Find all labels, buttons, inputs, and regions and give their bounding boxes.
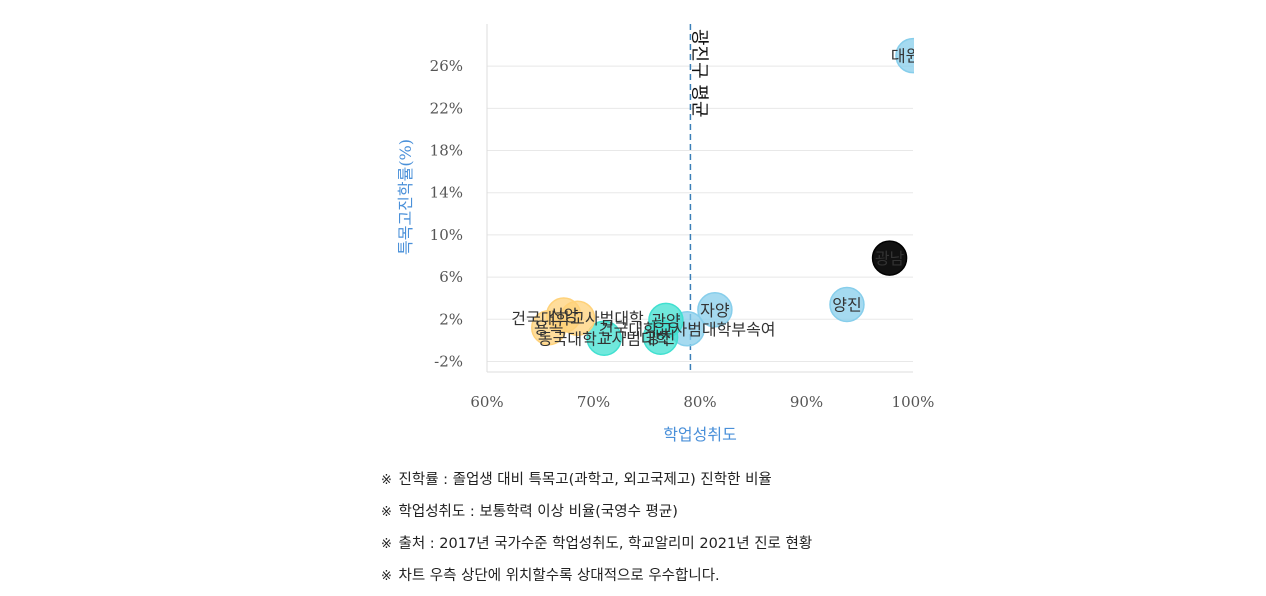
y-tick-label: 6% [439, 268, 463, 286]
footnote-rate: ※ 진학률 : 졸업생 대비 특목고(과학고, 외고국제고) 진학한 비율 [381, 468, 1081, 500]
note-mark: ※ [381, 569, 392, 584]
bubble [829, 286, 865, 323]
axes [486, 24, 913, 373]
bubble [642, 319, 679, 355]
bubble-label: 건국대학교사범대학 [511, 309, 644, 328]
bubble-chart: -2%2%6%10%14%18%22%26% 60% 70% 80% 90% 100% … [396, 24, 935, 444]
y-axis-ticks: -2% 2% 6% 10% 14% 18% 22% 26% [430, 57, 463, 370]
footnote-text: 출처 : 2017년 국가수준 학업성취도, 학교알리미 2021년 진로 현황 [398, 536, 813, 552]
note-mark: ※ [381, 505, 392, 520]
bubble-label: 광진 [646, 328, 675, 347]
bubble-label: 양진 [832, 296, 861, 315]
bubble-label: 건국대학교사범대학부속여 [599, 320, 776, 339]
note-mark: ※ [381, 537, 392, 552]
bubble [871, 240, 908, 276]
x-tick-label: 60% [470, 393, 503, 411]
x-axis-ticks: 60% 70% 80% 90% 100% [470, 393, 934, 411]
y-tick-label: 2% [439, 310, 463, 328]
x-tick-label: 90% [790, 393, 823, 411]
bubble-label: 신양 [549, 306, 579, 325]
x-tick-label: 70% [577, 393, 610, 411]
y-tick-label: 22% [430, 99, 463, 117]
bubbles [531, 37, 914, 357]
bubble-label: 광남 [875, 249, 905, 268]
bubble-label: 동국대학교사범대학 [538, 329, 671, 348]
bubble [531, 309, 567, 346]
bubble-label: 대원국 [891, 47, 935, 66]
footnote-text: 차트 우측 상단에 위치할수록 상대적으로 우수합니다. [398, 568, 720, 584]
footnote-text: 학업성취도 : 보통학력 이상 비율(국영수 평균) [398, 504, 678, 520]
bubble [697, 292, 733, 328]
average-line-label: 광진구 평균 [688, 29, 709, 118]
y-tick-label: 18% [430, 142, 463, 160]
bubble [586, 320, 622, 357]
y-tick-label: -2% [434, 352, 463, 370]
bubble-label: 광양 [651, 311, 681, 330]
x-tick-label: 80% [683, 393, 716, 411]
y-tick-label: 26% [430, 57, 463, 75]
bubble [895, 37, 914, 74]
bubble-label: 용곡 [534, 319, 563, 338]
y-tick-label: 14% [430, 184, 463, 202]
x-axis-title: 학업성취도 [663, 425, 737, 444]
bubble-label: 자양 [700, 301, 730, 320]
footnote-guide: ※ 차트 우측 상단에 위치할수록 상대적으로 우수합니다. [381, 564, 1081, 596]
x-tick-label: 100% [892, 393, 935, 411]
footnote-source: ※ 출처 : 2017년 국가수준 학업성취도, 학교알리미 2021년 진로 … [381, 532, 1081, 564]
footnote-achievement: ※ 학업성취도 : 보통학력 이상 비율(국영수 평균) [381, 500, 1081, 532]
footnote-text: 진학률 : 졸업생 대비 특목고(과학고, 외고국제고) 진학한 비율 [398, 472, 772, 488]
note-mark: ※ [381, 473, 392, 488]
y-axis-title: 특목고진학률(%) [396, 139, 415, 255]
footnotes: ※ 진학률 : 졸업생 대비 특목고(과학고, 외고국제고) 진학한 비율 ※ … [381, 468, 1081, 596]
y-tick-label: 10% [430, 226, 463, 244]
